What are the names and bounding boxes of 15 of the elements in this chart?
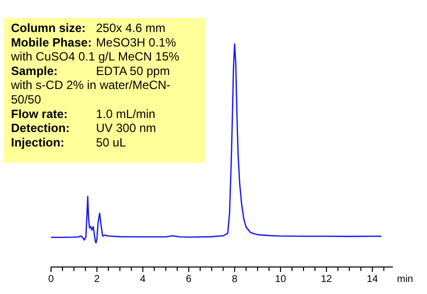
- text: Sample: EDTA 50 ppm with s-CD 2% in water/MeCN- 50/50: [11, 64, 170, 106]
- x-tick-label: 12: [320, 274, 332, 285]
- x-tick-label: 2: [94, 274, 100, 285]
- x-tick-label: 8: [232, 274, 238, 285]
- x-tick-label: 10: [274, 274, 287, 285]
- x-tick-label: 6: [186, 274, 192, 285]
- x-tick-label: 4: [140, 274, 146, 285]
- text: Flow rate: 1.0 mL/min: [11, 106, 156, 121]
- text: Injection: 50 uL: [11, 135, 126, 150]
- x-tick-label: 0: [48, 274, 54, 285]
- x-tick-label: 14: [366, 274, 378, 285]
- x-axis-title: min: [397, 274, 414, 285]
- text: Detection: UV 300 nm: [11, 121, 156, 136]
- annotation: Mobile Phase: MeSO3H 0.1% with CuSO4 0.1 g/L MeCN 15%: [10, 35, 180, 64]
- text: Column size: 250x 4.6 mm: [11, 21, 166, 35]
